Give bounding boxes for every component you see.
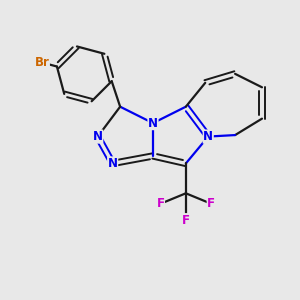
Text: F: F: [182, 214, 190, 227]
Text: F: F: [157, 197, 164, 210]
Text: N: N: [148, 117, 158, 130]
Text: N: N: [203, 130, 213, 143]
Text: N: N: [93, 130, 103, 143]
Text: N: N: [108, 157, 118, 170]
Text: Br: Br: [34, 56, 49, 69]
Text: F: F: [207, 197, 215, 210]
